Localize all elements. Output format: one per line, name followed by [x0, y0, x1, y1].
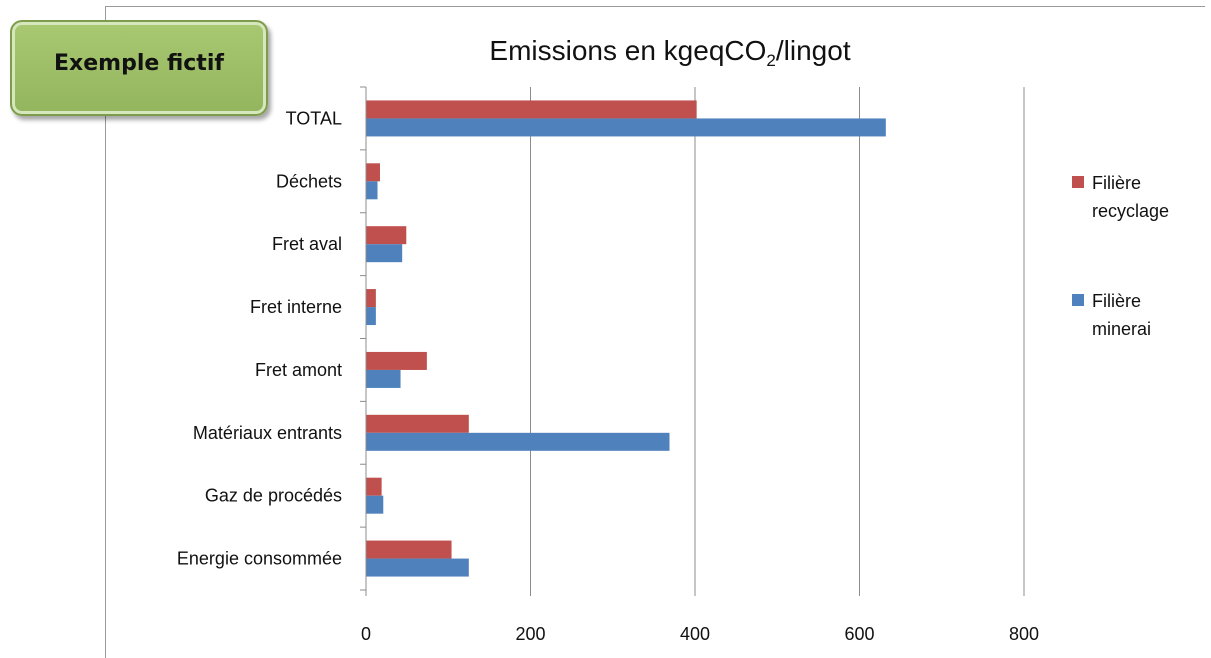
category-label: Matériaux entrants [193, 423, 342, 443]
bar-minerai [366, 495, 384, 514]
bar-minerai [366, 369, 401, 388]
chart-title: Emissions en kgeqCO2/lingot [430, 35, 910, 71]
bar-recyclage [366, 351, 427, 370]
bar-minerai [366, 432, 670, 451]
bar-recyclage [366, 414, 469, 433]
axes [360, 86, 1025, 596]
bar-minerai [366, 558, 469, 577]
bar-recyclage [366, 289, 376, 308]
category-label: Fret aval [272, 234, 342, 254]
category-label: Déchets [276, 171, 342, 191]
bar-minerai [366, 118, 886, 137]
legend-swatch [1072, 294, 1084, 306]
legend-label: recyclage [1092, 201, 1169, 221]
category-label: Fret amont [255, 360, 342, 380]
x-tick-label: 0 [361, 624, 371, 644]
legend-label: minerai [1092, 319, 1151, 339]
x-tick-label: 600 [844, 624, 874, 644]
bar-minerai [366, 244, 403, 263]
bar-recyclage [366, 163, 380, 182]
bar-minerai [366, 181, 378, 200]
chart-frame [105, 6, 1205, 658]
badge-label: Exemple fictif [54, 50, 224, 76]
bar-recyclage [366, 477, 382, 496]
category-label: Gaz de procédés [205, 486, 342, 506]
legend-label: Filière [1092, 291, 1141, 311]
legend: Filière recyclage Filière minerai [1072, 173, 1169, 339]
bars [366, 100, 886, 577]
chart-title-tail: /lingot [775, 35, 851, 66]
bar-minerai [366, 307, 376, 326]
chart-title-subscript: 2 [766, 51, 776, 70]
legend-swatch [1072, 176, 1084, 188]
legend-label: Filière [1092, 173, 1141, 193]
tick-labels: 0 200 400 600 800 TOTAL Déchets Fret aval Fret i… [177, 108, 1039, 644]
bar-recyclage [366, 226, 407, 245]
example-badge: Exemple fictif [10, 20, 268, 116]
x-tick-label: 800 [1009, 624, 1039, 644]
chart-title-main: Emissions en kgeqCO [489, 35, 767, 66]
bar-recyclage [366, 100, 697, 119]
x-tick-label: 200 [515, 624, 545, 644]
grid-lines [530, 87, 1025, 590]
x-tick-label: 400 [680, 624, 710, 644]
bar-recyclage [366, 540, 452, 559]
category-label: TOTAL [286, 108, 342, 128]
category-label: Energie consommée [177, 549, 342, 569]
category-label: Fret interne [250, 297, 342, 317]
